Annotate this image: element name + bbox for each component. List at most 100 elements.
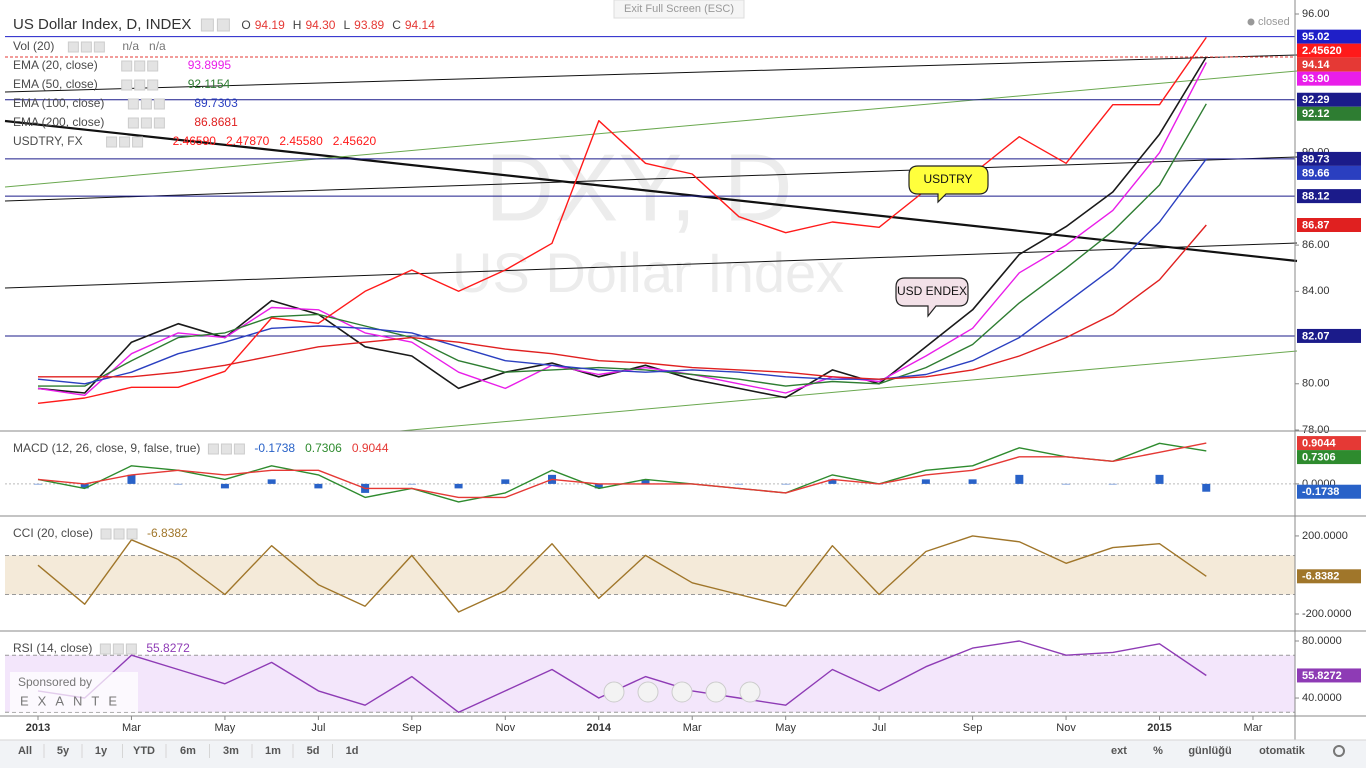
range-button[interactable]: 1y	[95, 745, 108, 757]
x-tick-label: Nov	[1056, 722, 1076, 734]
callout-text: USD ENDEX	[897, 284, 967, 298]
study-icon[interactable]	[113, 528, 125, 540]
study-icon[interactable]	[134, 79, 146, 91]
exit-fullscreen-button[interactable]: Exit Full Screen (ESC)	[613, 0, 745, 19]
sponsor-bg[interactable]	[10, 672, 138, 712]
study-icon[interactable]	[121, 79, 133, 91]
range-button[interactable]: 5y	[57, 745, 70, 757]
range-button[interactable]: 6m	[180, 745, 196, 757]
study-name: USDTRY, FX	[13, 134, 83, 148]
y-tick-label: 78.00	[1302, 424, 1330, 436]
range-button[interactable]: YTD	[133, 745, 155, 757]
price-badge	[1297, 189, 1361, 204]
price-badge-label: 89.66	[1302, 167, 1330, 179]
study-icon[interactable]	[99, 643, 111, 655]
price-badge	[1297, 29, 1361, 44]
study-value: -6.8382	[147, 526, 188, 540]
range-button[interactable]: 3m	[223, 745, 239, 757]
histogram-bar	[1108, 483, 1117, 485]
histogram-bar	[454, 483, 463, 489]
header-icon[interactable]	[200, 18, 214, 32]
x-tick-label: Jul	[311, 722, 325, 734]
x-tick-label: Mar	[122, 722, 141, 734]
zoom-controls[interactable]	[603, 681, 761, 703]
study-icon[interactable]	[220, 443, 232, 455]
price-badge-label: 0.9044	[1302, 437, 1337, 449]
study-icon[interactable]	[140, 98, 152, 110]
study-icon[interactable]	[80, 41, 92, 53]
sponsor-box[interactable]: Sponsored by EXANTE	[10, 672, 138, 712]
study-icon[interactable]	[233, 443, 245, 455]
sponsor-label[interactable]: Sponsored by	[18, 675, 92, 689]
sponsor-brand[interactable]: EXANTE	[20, 693, 126, 708]
price-badge-label: -0.1738	[1302, 486, 1339, 498]
study-icon[interactable]	[125, 643, 137, 655]
x-tick-label: 2015	[1147, 722, 1171, 734]
price-badge	[1297, 43, 1361, 58]
histogram-bar	[921, 479, 930, 484]
x-tick-label: Mar	[1244, 722, 1263, 734]
price-badge-label: 93.90	[1302, 73, 1330, 85]
price-badge	[1297, 71, 1361, 86]
exit-button-bg[interactable]	[613, 0, 745, 19]
study-icon[interactable]	[147, 79, 159, 91]
histogram-bar	[501, 479, 510, 484]
study-icon[interactable]	[67, 41, 79, 53]
range-button[interactable]: All	[18, 745, 32, 757]
toolbar-option[interactable]: otomatik	[1259, 745, 1306, 757]
study-icon[interactable]	[127, 98, 139, 110]
study-icon[interactable]	[112, 643, 124, 655]
study-icon[interactable]	[93, 41, 105, 53]
zoom-button[interactable]	[671, 681, 693, 703]
study-icon[interactable]	[121, 60, 133, 72]
zoom-button[interactable]	[739, 681, 761, 703]
study-icon[interactable]	[147, 60, 159, 72]
study-value: -0.1738	[254, 441, 295, 455]
study-icon[interactable]	[126, 528, 138, 540]
series-line	[38, 103, 1207, 387]
x-tick-label: Sep	[402, 722, 422, 734]
study-icon[interactable]	[132, 136, 144, 148]
settings-icon[interactable]	[1333, 745, 1345, 757]
study-value: 55.8272	[146, 641, 190, 655]
status-dot	[1247, 18, 1255, 26]
price-badge	[1297, 328, 1361, 343]
study-icon[interactable]	[140, 117, 152, 129]
histogram-bar	[968, 479, 977, 484]
range-button[interactable]: 1m	[265, 745, 281, 757]
callout-box	[908, 165, 989, 204]
exit-button-label[interactable]: Exit Full Screen (ESC)	[624, 3, 734, 15]
study-icon[interactable]	[100, 528, 112, 540]
price-badge-label: 86.87	[1302, 219, 1330, 231]
toolbar-option[interactable]: günlüğü	[1188, 745, 1231, 757]
study-icon[interactable]	[106, 136, 118, 148]
ohlc-key: C	[392, 18, 401, 32]
trendline	[4, 54, 1298, 93]
study-name: EMA (200, close)	[13, 115, 104, 129]
study-icon[interactable]	[127, 117, 139, 129]
toolbar-option[interactable]: %	[1153, 745, 1163, 757]
study-icon[interactable]	[207, 443, 219, 455]
study-icon[interactable]	[134, 60, 146, 72]
x-tick-label: Jul	[872, 722, 886, 734]
callout-text: USDTRY	[923, 172, 972, 186]
histogram-bar	[1202, 483, 1211, 492]
price-badge	[1297, 151, 1361, 166]
toolbar-option[interactable]: ext	[1111, 745, 1127, 757]
zoom-button[interactable]	[705, 681, 727, 703]
range-button[interactable]: 1d	[346, 745, 359, 757]
histogram-bar	[641, 479, 650, 484]
zoom-button[interactable]	[637, 681, 659, 703]
trendlines	[4, 54, 1298, 432]
range-button[interactable]: 5d	[307, 745, 320, 757]
x-tick-label: May	[775, 722, 796, 734]
study-name: Vol (20)	[13, 39, 54, 53]
header-icon[interactable]	[216, 18, 230, 32]
study-icon[interactable]	[153, 117, 165, 129]
study-value: 89.7303	[194, 96, 238, 110]
price-badge-label: -6.8382	[1302, 571, 1339, 583]
study-icon[interactable]	[119, 136, 131, 148]
zoom-button[interactable]	[603, 681, 625, 703]
study-icon[interactable]	[153, 98, 165, 110]
